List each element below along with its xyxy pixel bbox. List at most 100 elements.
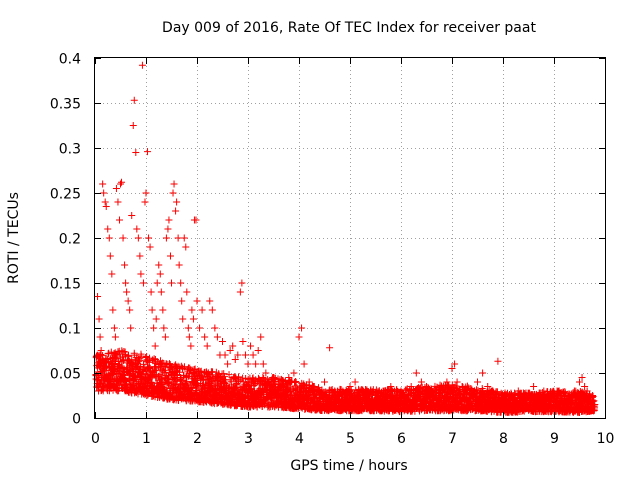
y-tick-label: 0.35 xyxy=(50,97,81,113)
data-point xyxy=(247,342,255,350)
data-point xyxy=(141,198,149,206)
y-tick-label: 0.15 xyxy=(50,277,81,293)
data-point xyxy=(179,315,187,323)
x-tick-label: 4 xyxy=(295,431,304,447)
data-point xyxy=(159,359,167,367)
data-point xyxy=(99,180,107,188)
data-point xyxy=(219,338,226,345)
data-point xyxy=(249,351,257,359)
data-point xyxy=(147,288,155,296)
data-point xyxy=(112,185,120,192)
data-point xyxy=(211,324,219,332)
data-point xyxy=(257,333,265,341)
y-tick-labels: 0 0.05 0.1 0.15 0.2 0.25 0.3 0.35 0.4 xyxy=(50,52,81,428)
data-point xyxy=(104,350,112,358)
data-point xyxy=(162,234,170,242)
data-point xyxy=(134,353,142,361)
data-point xyxy=(145,234,153,242)
data-point xyxy=(182,243,190,251)
data-point xyxy=(150,324,158,332)
y-axis-label: ROTI / TECUs xyxy=(6,192,22,284)
data-point xyxy=(184,324,192,332)
data-point xyxy=(193,297,201,305)
data-point xyxy=(133,225,141,233)
data-point xyxy=(118,178,126,186)
data-point xyxy=(136,375,144,383)
data-point xyxy=(144,148,152,156)
data-point xyxy=(148,306,156,314)
data-point xyxy=(139,279,147,287)
data-point xyxy=(192,216,200,224)
data-point xyxy=(94,293,102,300)
data-point xyxy=(137,270,145,278)
data-point xyxy=(221,351,229,359)
data-point xyxy=(165,216,173,224)
data-point xyxy=(206,297,214,305)
x-tick-label: 2 xyxy=(193,431,202,447)
x-tick-label: 1 xyxy=(142,431,151,447)
data-point xyxy=(185,333,193,341)
data-point xyxy=(226,376,234,384)
x-tick-label: 0 xyxy=(91,431,100,447)
data-point xyxy=(225,371,233,379)
data-point xyxy=(201,333,209,341)
data-point xyxy=(220,373,228,381)
data-point xyxy=(102,203,110,210)
data-point xyxy=(119,234,127,242)
data-point xyxy=(126,306,134,314)
data-point xyxy=(180,234,188,242)
data-point xyxy=(417,378,425,386)
data-point xyxy=(224,360,232,368)
data-point xyxy=(136,252,144,260)
data-point xyxy=(220,370,228,378)
data-point xyxy=(138,61,146,69)
data-point xyxy=(193,383,201,391)
data-point xyxy=(152,315,160,323)
data-point xyxy=(295,333,303,341)
data-point xyxy=(252,379,260,387)
x-tick-label: 6 xyxy=(397,431,406,447)
data-point xyxy=(236,288,244,296)
data-point xyxy=(259,360,267,368)
data-point xyxy=(259,374,267,381)
data-point xyxy=(100,189,108,197)
data-point xyxy=(197,367,205,375)
data-point xyxy=(189,315,197,323)
x-tick-label: 9 xyxy=(550,431,559,447)
data-point xyxy=(110,324,118,332)
data-point xyxy=(170,180,178,188)
data-point xyxy=(132,149,140,156)
data-point xyxy=(95,315,103,323)
data-point xyxy=(178,297,186,305)
data-point xyxy=(105,234,113,242)
data-point xyxy=(92,371,100,379)
data-point xyxy=(231,385,239,393)
data-point xyxy=(196,368,204,376)
data-point xyxy=(128,212,136,219)
data-point xyxy=(187,342,195,350)
data-point xyxy=(130,349,138,357)
data-point xyxy=(172,207,180,215)
data-point xyxy=(117,180,124,188)
data-point xyxy=(130,96,138,104)
data-point xyxy=(222,380,230,388)
data-point xyxy=(173,198,181,206)
data-point xyxy=(156,371,164,379)
y-tick-label: 0.4 xyxy=(59,52,81,68)
data-point xyxy=(183,288,191,296)
data-point xyxy=(177,279,185,287)
data-point xyxy=(108,270,116,278)
data-point xyxy=(530,383,538,390)
data-point xyxy=(252,360,260,368)
data-point xyxy=(238,279,246,287)
data-point xyxy=(204,369,212,377)
data-point xyxy=(146,243,154,251)
data-point xyxy=(494,357,502,365)
data-point xyxy=(300,360,308,368)
data-point xyxy=(104,225,112,233)
data-point xyxy=(127,324,135,332)
data-point xyxy=(244,360,252,368)
data-point xyxy=(326,344,334,352)
data-point xyxy=(156,270,164,278)
